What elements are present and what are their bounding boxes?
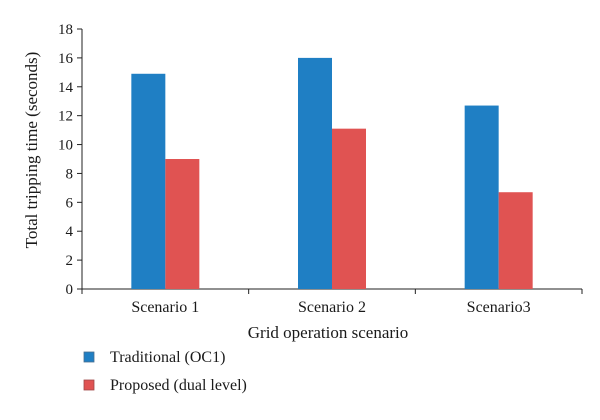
legend-swatch-traditional bbox=[83, 351, 95, 363]
legend-label-proposed: Proposed (dual level) bbox=[110, 377, 247, 394]
bar-proposed bbox=[165, 159, 200, 289]
y-tick-label: 2 bbox=[66, 253, 74, 269]
bar-proposed bbox=[332, 128, 366, 289]
x-axis-title: Grid operation scenario bbox=[248, 323, 409, 342]
bar-proposed bbox=[498, 192, 533, 289]
y-tick-label: 8 bbox=[66, 166, 74, 182]
x-tick-label: Scenario 2 bbox=[298, 299, 366, 316]
legend-swatch-proposed bbox=[83, 379, 95, 391]
y-tick-label: 10 bbox=[58, 138, 73, 154]
y-axis: 0 2 4 6 8 10 12 14 16 18 bbox=[58, 22, 83, 298]
bar-traditional bbox=[464, 105, 499, 289]
legend-label-traditional: Traditional (OC1) bbox=[110, 349, 225, 366]
x-tick-label: Scenario3 bbox=[467, 299, 531, 316]
x-axis: Scenario 1 Scenario 2 Scenario3 bbox=[81, 288, 583, 316]
y-tick-label: 18 bbox=[58, 22, 73, 38]
y-tick-label: 16 bbox=[58, 51, 74, 67]
bars bbox=[131, 57, 533, 290]
bar-traditional bbox=[298, 57, 332, 290]
y-tick-label: 14 bbox=[58, 80, 74, 96]
legend: Traditional (OC1) Proposed (dual level) bbox=[83, 349, 247, 394]
y-axis-title: Total tripping time (seconds) bbox=[22, 52, 41, 249]
y-tick-label: 0 bbox=[66, 282, 74, 298]
x-tick-label: Scenario 1 bbox=[131, 299, 199, 316]
y-tick-label: 12 bbox=[58, 109, 73, 125]
y-tick-label: 4 bbox=[66, 224, 74, 240]
y-tick-label: 6 bbox=[66, 195, 74, 211]
bar-traditional bbox=[131, 73, 166, 290]
